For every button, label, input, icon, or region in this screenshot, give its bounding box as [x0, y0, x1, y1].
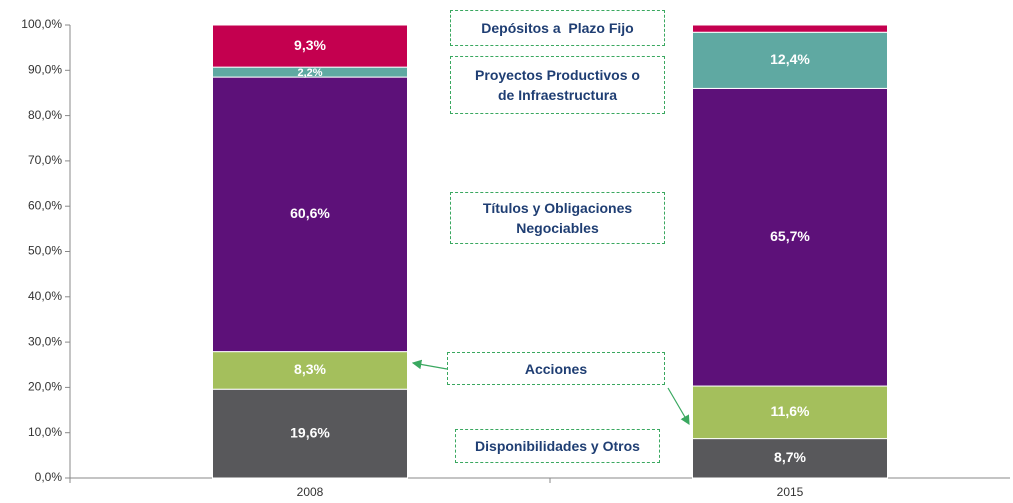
value-label: 8,7%	[774, 449, 806, 465]
x-tick-label: 2008	[297, 485, 324, 499]
legend-entry: Títulos y Obligaciones Negociables	[450, 192, 665, 244]
bar-segment	[692, 438, 888, 479]
value-label: 8,3%	[294, 361, 326, 377]
plot-area: 0,0% 10,0% 20,0% 30,0% 40,0% 50,0% 60,0% 70,0% 8…	[21, 17, 1010, 499]
bar-segment	[692, 31, 888, 89]
value-label: 12,4%	[770, 51, 810, 67]
y-tick-label: 40,0%	[28, 289, 62, 303]
legend-entry: Depósitos a Plazo Fijo	[450, 10, 665, 46]
y-tick-label: 0,0%	[35, 470, 63, 484]
y-tick-label: 10,0%	[28, 425, 62, 439]
legend-entry: Proyectos Productivos o de Infraestructu…	[450, 56, 665, 114]
y-tick-label: 90,0%	[28, 62, 62, 76]
bar-segment	[212, 76, 408, 353]
value-label: 19,6%	[290, 424, 330, 440]
bar-segment	[692, 87, 888, 387]
y-tick-label: 70,0%	[28, 153, 62, 167]
value-label: 65,7%	[770, 228, 810, 244]
x-tick-label: 2015	[777, 485, 804, 499]
y-tick-label: 20,0%	[28, 380, 62, 394]
legend-entry: Disponibilidades y Otros	[455, 429, 660, 463]
bar-segment	[212, 24, 408, 68]
arrow	[667, 387, 690, 426]
y-tick-label: 100,0%	[21, 17, 62, 31]
value-label: 2,2%	[297, 67, 322, 79]
bar-segment	[692, 385, 888, 440]
arrow	[411, 359, 448, 370]
bar-segment	[692, 24, 888, 33]
y-tick-label: 50,0%	[28, 244, 62, 258]
y-tick-label: 80,0%	[28, 108, 62, 122]
y-tick-label: 60,0%	[28, 198, 62, 212]
value-label: 11,6%	[771, 403, 810, 419]
value-label: 60,6%	[290, 205, 330, 221]
value-label: 9,3%	[294, 37, 326, 53]
y-tick-label: 30,0%	[28, 334, 62, 348]
legend-entry: Acciones	[447, 352, 665, 385]
